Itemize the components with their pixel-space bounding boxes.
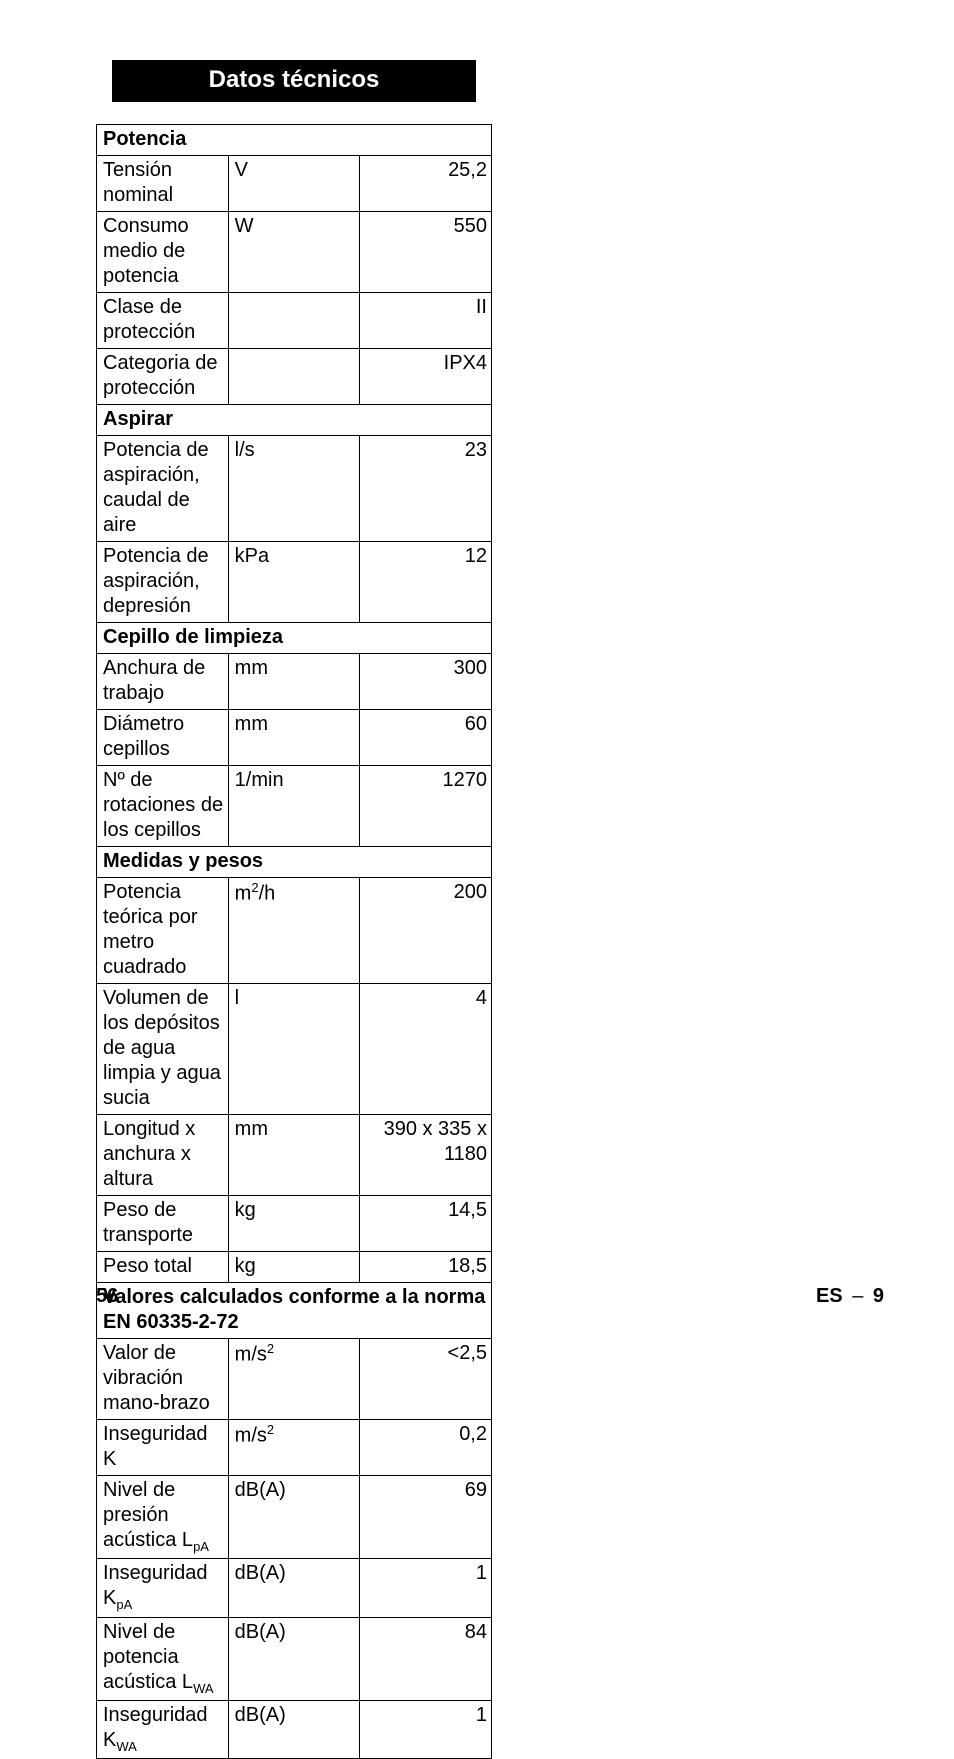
row-label: Volumen de los depósitos de agua limpia … (97, 984, 229, 1115)
row-label: Potencia de aspiración, caudal de aire (97, 436, 229, 542)
row-value: 69 (360, 1476, 492, 1559)
table-row: Consumo medio de potenciaW550 (97, 212, 492, 293)
row-value: II (360, 293, 492, 349)
row-unit: W (228, 212, 360, 293)
row-unit: kPa (228, 542, 360, 623)
table-row: Volumen de los depósitos de agua limpia … (97, 984, 492, 1115)
row-value: 12 (360, 542, 492, 623)
row-value: 390 x 335 x 1180 (360, 1115, 492, 1196)
row-label: Potencia de aspiración, depresión (97, 542, 229, 623)
row-value: 300 (360, 654, 492, 710)
page-number: 56 (96, 1285, 118, 1308)
row-label: Inseguridad KpA (97, 1559, 229, 1617)
section-header: Aspirar (97, 405, 492, 436)
row-label: Consumo medio de potencia (97, 212, 229, 293)
table-row: Tensión nominalV25,2 (97, 156, 492, 212)
row-label: Longitud x anchura x altura (97, 1115, 229, 1196)
row-value: <2,5 (360, 1339, 492, 1420)
row-unit: dB(A) (228, 1476, 360, 1559)
table-row: Nivel de presión acústica LpAdB(A)69 (97, 1476, 492, 1559)
row-unit (228, 349, 360, 405)
row-label: Valor de vibración mano-brazo (97, 1339, 229, 1420)
table-row: Valor de vibración mano-brazom/s2<2,5 (97, 1339, 492, 1420)
row-unit (228, 293, 360, 349)
row-value: 60 (360, 710, 492, 766)
row-value: 200 (360, 878, 492, 984)
lang-code: ES (816, 1285, 843, 1307)
row-unit: l/s (228, 436, 360, 542)
spec-table: PotenciaTensión nominalV25,2Consumo medi… (96, 124, 492, 1759)
row-value: 1 (360, 1559, 492, 1617)
row-unit: m/s2 (228, 1420, 360, 1476)
row-label: Inseguridad K (97, 1420, 229, 1476)
table-row: Inseguridad KWAdB(A)1 (97, 1700, 492, 1758)
row-label: Inseguridad KWA (97, 1700, 229, 1758)
row-unit: m2/h (228, 878, 360, 984)
row-label: Peso total (97, 1252, 229, 1283)
table-row: Peso de transportekg14,5 (97, 1196, 492, 1252)
section-header: Cepillo de limpieza (97, 623, 492, 654)
row-unit: dB(A) (228, 1700, 360, 1758)
row-unit: 1/min (228, 766, 360, 847)
row-unit: V (228, 156, 360, 212)
table-row: Nivel de potencia acústica LWAdB(A)84 (97, 1617, 492, 1700)
row-value: 1 (360, 1700, 492, 1758)
section-header: Medidas y pesos (97, 847, 492, 878)
row-label: Potencia teórica por metro cuadrado (97, 878, 229, 984)
row-unit: kg (228, 1252, 360, 1283)
table-row: Potencia teórica por metro cuadradom2/h2… (97, 878, 492, 984)
section-header: Potencia (97, 125, 492, 156)
row-label: Clase de protección (97, 293, 229, 349)
table-row: Potencia de aspiración, caudal de airel/… (97, 436, 492, 542)
row-label: Diámetro cepillos (97, 710, 229, 766)
row-value: 0,2 (360, 1420, 492, 1476)
row-value: 25,2 (360, 156, 492, 212)
row-label: Anchura de trabajo (97, 654, 229, 710)
row-value: 23 (360, 436, 492, 542)
row-label: Categoria de protección (97, 349, 229, 405)
row-label: Nivel de presión acústica LpA (97, 1476, 229, 1559)
table-row: Longitud x anchura x alturamm390 x 335 x… (97, 1115, 492, 1196)
row-value: 84 (360, 1617, 492, 1700)
row-unit: dB(A) (228, 1559, 360, 1617)
table-row: Anchura de trabajomm300 (97, 654, 492, 710)
row-unit: mm (228, 1115, 360, 1196)
table-row: Inseguridad KpAdB(A)1 (97, 1559, 492, 1617)
table-row: Diámetro cepillosmm60 (97, 710, 492, 766)
row-label: Tensión nominal (97, 156, 229, 212)
row-unit: kg (228, 1196, 360, 1252)
row-label: Peso de transporte (97, 1196, 229, 1252)
table-row: Nº de rotaciones de los cepillos1/min127… (97, 766, 492, 847)
row-unit: dB(A) (228, 1617, 360, 1700)
table-row: Potencia de aspiración, depresiónkPa12 (97, 542, 492, 623)
section-title: Datos técnicos (112, 60, 476, 102)
table-row: Categoria de protección IPX4 (97, 349, 492, 405)
row-value: IPX4 (360, 349, 492, 405)
row-unit: l (228, 984, 360, 1115)
page-seq: 9 (873, 1285, 884, 1307)
row-unit: mm (228, 654, 360, 710)
lang-indicator: ES – 9 (816, 1285, 884, 1308)
table-row: Peso totalkg18,5 (97, 1252, 492, 1283)
row-value: 4 (360, 984, 492, 1115)
row-unit: m/s2 (228, 1339, 360, 1420)
row-value: 14,5 (360, 1196, 492, 1252)
row-value: 18,5 (360, 1252, 492, 1283)
page-footer: 56 ES – 9 (96, 1285, 884, 1308)
row-value: 550 (360, 212, 492, 293)
table-row: Clase de protección II (97, 293, 492, 349)
row-value: 1270 (360, 766, 492, 847)
row-label: Nº de rotaciones de los cepillos (97, 766, 229, 847)
table-row: Inseguridad Km/s20,2 (97, 1420, 492, 1476)
row-label: Nivel de potencia acústica LWA (97, 1617, 229, 1700)
row-unit: mm (228, 710, 360, 766)
lang-separator: – (848, 1285, 867, 1307)
